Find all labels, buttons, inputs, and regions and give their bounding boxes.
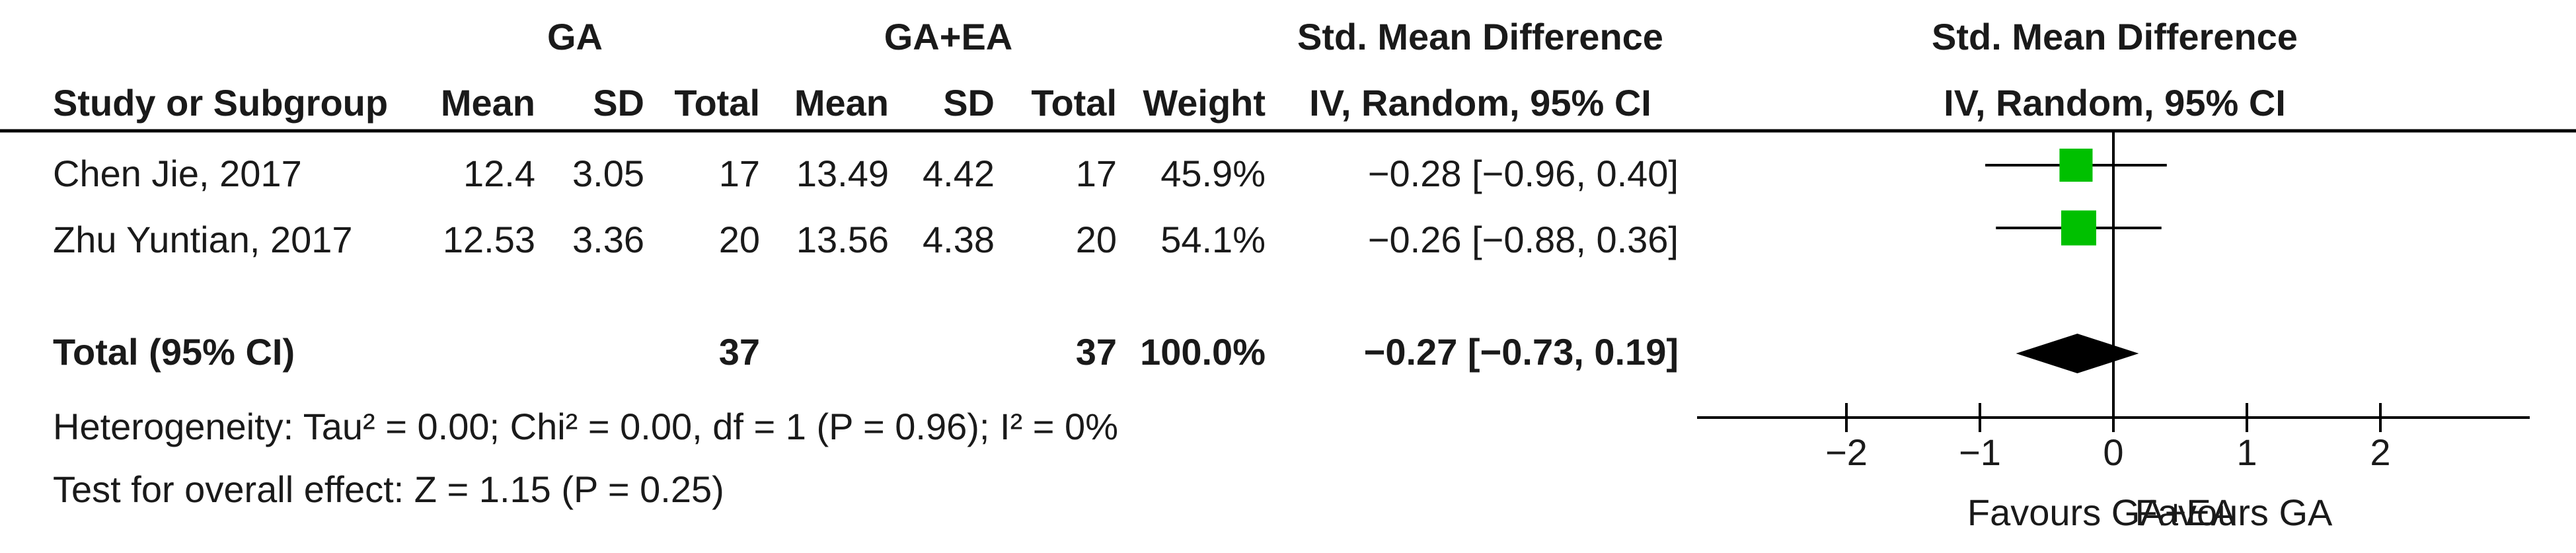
x-tick-label: −1: [1959, 431, 2001, 473]
total-ci: −0.27 [−0.73, 0.19]: [1364, 331, 1679, 373]
favours-left-label: Favours GA+EA: [1967, 492, 2236, 533]
plot-title: Std. Mean Difference: [1932, 16, 2298, 57]
col-total-2: Total: [1031, 82, 1117, 124]
study-2-sd2: 4.38: [923, 219, 995, 260]
study-2-mean1: 12.53: [443, 219, 535, 260]
study-2-total1: 20: [719, 219, 760, 260]
study-1-weight: 45.9%: [1160, 153, 1266, 194]
col-weight: Weight: [1143, 82, 1266, 124]
study-2-square: [2061, 210, 2096, 246]
study-1-mean1: 12.4: [463, 153, 535, 194]
study-2-sd1: 3.36: [572, 219, 644, 260]
study-2-total2: 20: [1076, 219, 1117, 260]
group2-header: GA+EA: [884, 16, 1013, 57]
x-tick-label: 1: [2236, 431, 2257, 473]
total-label: Total (95% CI): [53, 331, 295, 373]
col-study: Study or Subgroup: [53, 82, 388, 124]
overall-effect-text: Test for overall effect: Z = 1.15 (P = 0…: [53, 468, 724, 510]
study-1-name: Chen Jie, 2017: [53, 153, 302, 194]
study-2-weight: 54.1%: [1160, 219, 1266, 260]
forest-graphic: −2 −1 0 1 2: [1697, 132, 2530, 473]
col-sd-1: SD: [593, 82, 644, 124]
favours-right-label: Favours GA: [2135, 492, 2333, 533]
col-sd-2: SD: [943, 82, 995, 124]
study-1-total1: 17: [719, 153, 760, 194]
study-2-mean2: 13.56: [796, 219, 889, 260]
pooled-diamond: [2016, 334, 2139, 373]
effect-title: Std. Mean Difference: [1297, 16, 1663, 57]
study-2-ci: −0.26 [−0.88, 0.36]: [1368, 219, 1679, 260]
study-2-name: Zhu Yuntian, 2017: [53, 219, 353, 260]
effect-method: IV, Random, 95% CI: [1309, 82, 1651, 124]
study-1-total2: 17: [1076, 153, 1117, 194]
col-mean-2: Mean: [794, 82, 889, 124]
group1-header: GA: [547, 16, 603, 57]
col-total-1: Total: [674, 82, 760, 124]
study-1-ci: −0.28 [−0.96, 0.40]: [1368, 153, 1679, 194]
plot-method: IV, Random, 95% CI: [1944, 82, 2286, 124]
study-1-mean2: 13.49: [796, 153, 889, 194]
total-weight: 100.0%: [1140, 331, 1266, 373]
study-1-sd2: 4.42: [923, 153, 995, 194]
heterogeneity-text: Heterogeneity: Tau² = 0.00; Chi² = 0.00,…: [53, 406, 1118, 447]
total-n2: 37: [1076, 331, 1117, 373]
col-mean-1: Mean: [441, 82, 535, 124]
study-1-square: [2059, 148, 2093, 182]
x-tick-label: −2: [1825, 431, 1868, 473]
study-1-sd1: 3.05: [572, 153, 644, 194]
x-tick-label: 2: [2370, 431, 2390, 473]
x-tick-label: 0: [2103, 431, 2123, 473]
total-n1: 37: [719, 331, 760, 373]
